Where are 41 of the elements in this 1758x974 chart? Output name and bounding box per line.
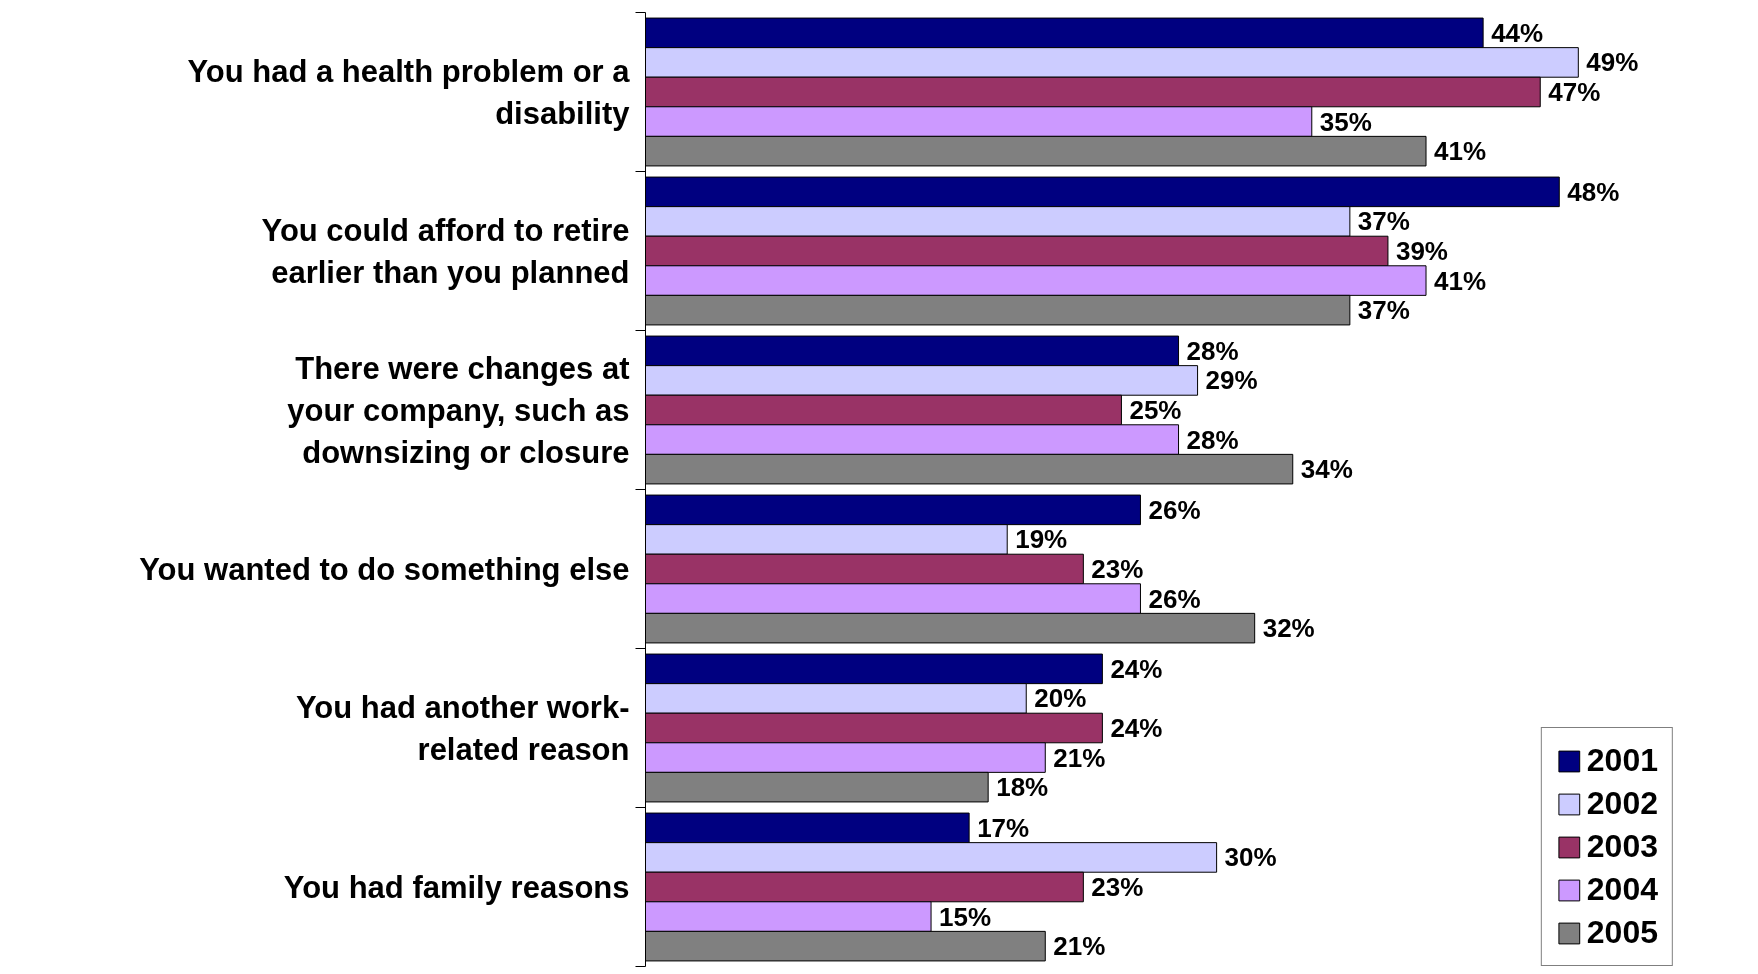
y-tick-label: You had a health problem or a disability [187,53,631,131]
data-label: 47% [1548,77,1601,107]
data-label: 20% [1034,683,1087,714]
data-label: 21% [1053,742,1106,773]
data-label: 15% [939,901,992,932]
y-tick-label: You had family reasons [283,869,630,905]
data-label: 37% [1357,295,1410,326]
data-label: 34% [1300,454,1353,485]
data-label: 32% [1262,613,1315,644]
data-label: 19% [1015,524,1068,555]
data-label: 48% [1567,176,1620,207]
data-label: 26% [1148,494,1201,525]
legend-label: 2004 [1586,871,1658,908]
data-label: 21% [1053,931,1106,962]
y-tick-label: You could afford to retire earlier than you planned [261,212,630,290]
data-label: 18% [996,772,1049,803]
data-label: 39% [1395,236,1448,266]
data-label: 24% [1110,653,1163,684]
data-label: 49% [1586,47,1639,78]
legend-label: 2003 [1586,828,1658,865]
data-label: 24% [1110,713,1163,743]
data-label: 41% [1434,136,1487,167]
legend-label: 2001 [1586,742,1658,779]
data-label: 29% [1205,365,1258,396]
data-label: 28% [1186,335,1239,366]
data-label: 25% [1129,395,1182,425]
data-label: 41% [1434,265,1487,296]
y-tick-label: You wanted to do something else [139,551,630,587]
data-label: 26% [1148,583,1201,614]
legend-label: 2002 [1586,785,1658,822]
data-label: 30% [1224,842,1277,873]
data-label: 28% [1186,424,1239,455]
data-label: 37% [1357,206,1410,237]
data-label: 44% [1491,17,1544,48]
y-tick-label: You had another work- related reason [295,689,630,767]
legend-label: 2005 [1586,914,1658,951]
y-tick-label: There were changes at your company, such as downsizing or closure [287,350,630,470]
data-label: 23% [1091,872,1144,902]
data-label: 35% [1319,106,1372,137]
data-label: 23% [1091,554,1144,584]
data-label: 17% [977,812,1030,843]
